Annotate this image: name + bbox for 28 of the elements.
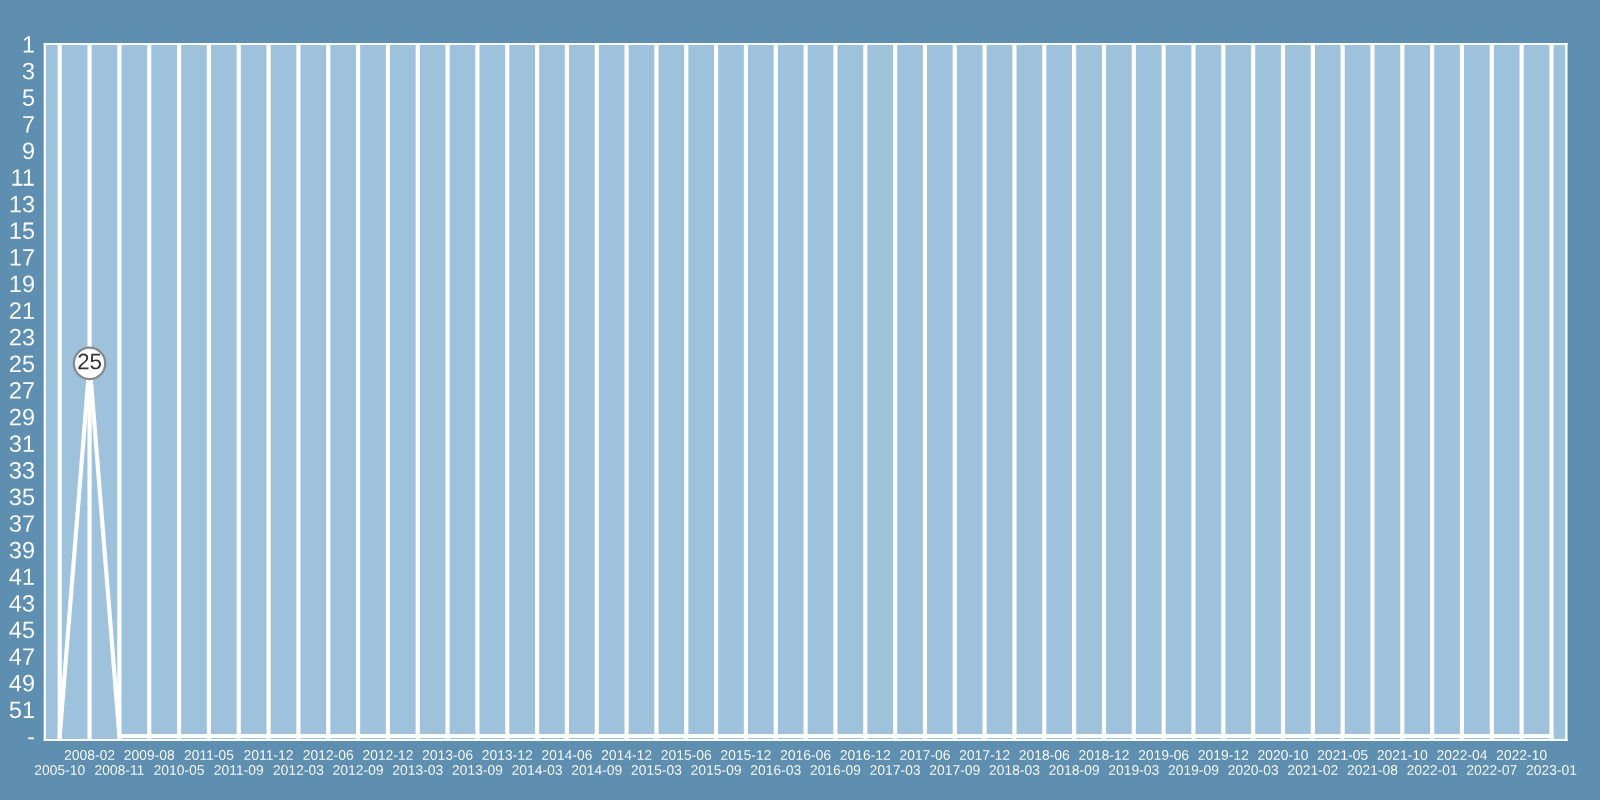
y-tick-label: 41: [9, 568, 34, 585]
y-tick-label: 43: [9, 595, 35, 612]
y-tick-label: 27: [10, 382, 34, 399]
y-tick-label: 37: [9, 515, 34, 532]
y-tick-label: 21: [10, 302, 34, 319]
y-tick-label: 9: [23, 142, 34, 160]
y-tick-label: -: [28, 737, 35, 740]
y-tick-label: 35: [9, 488, 35, 506]
y-tick-label: 51: [9, 701, 34, 719]
y-tick-label: 3: [22, 62, 35, 80]
y-tick-label: 25: [10, 355, 35, 373]
y-tick-label: 47: [9, 648, 34, 665]
y-tick-label: 13: [10, 195, 35, 213]
y-tick-label: 33: [9, 461, 35, 479]
y-tick-label: 23: [10, 328, 35, 346]
y-tick-label: 15: [10, 222, 35, 240]
data-label: 25: [78, 353, 101, 370]
y-tick-label: 45: [9, 621, 35, 639]
y-tick-label: 49: [9, 674, 34, 692]
y-tick-label: 11: [12, 169, 34, 186]
y-tick-label: 39: [9, 541, 34, 559]
y-tick-label: 17: [10, 249, 34, 266]
y-tick-label: 5: [22, 89, 35, 107]
y-tick-label: 29: [10, 408, 34, 426]
y-tick-label: 31: [9, 435, 34, 453]
y-tick-label: 1: [23, 36, 34, 53]
y-tick-label: 7: [23, 116, 34, 133]
y-tick-label: 19: [10, 275, 34, 293]
